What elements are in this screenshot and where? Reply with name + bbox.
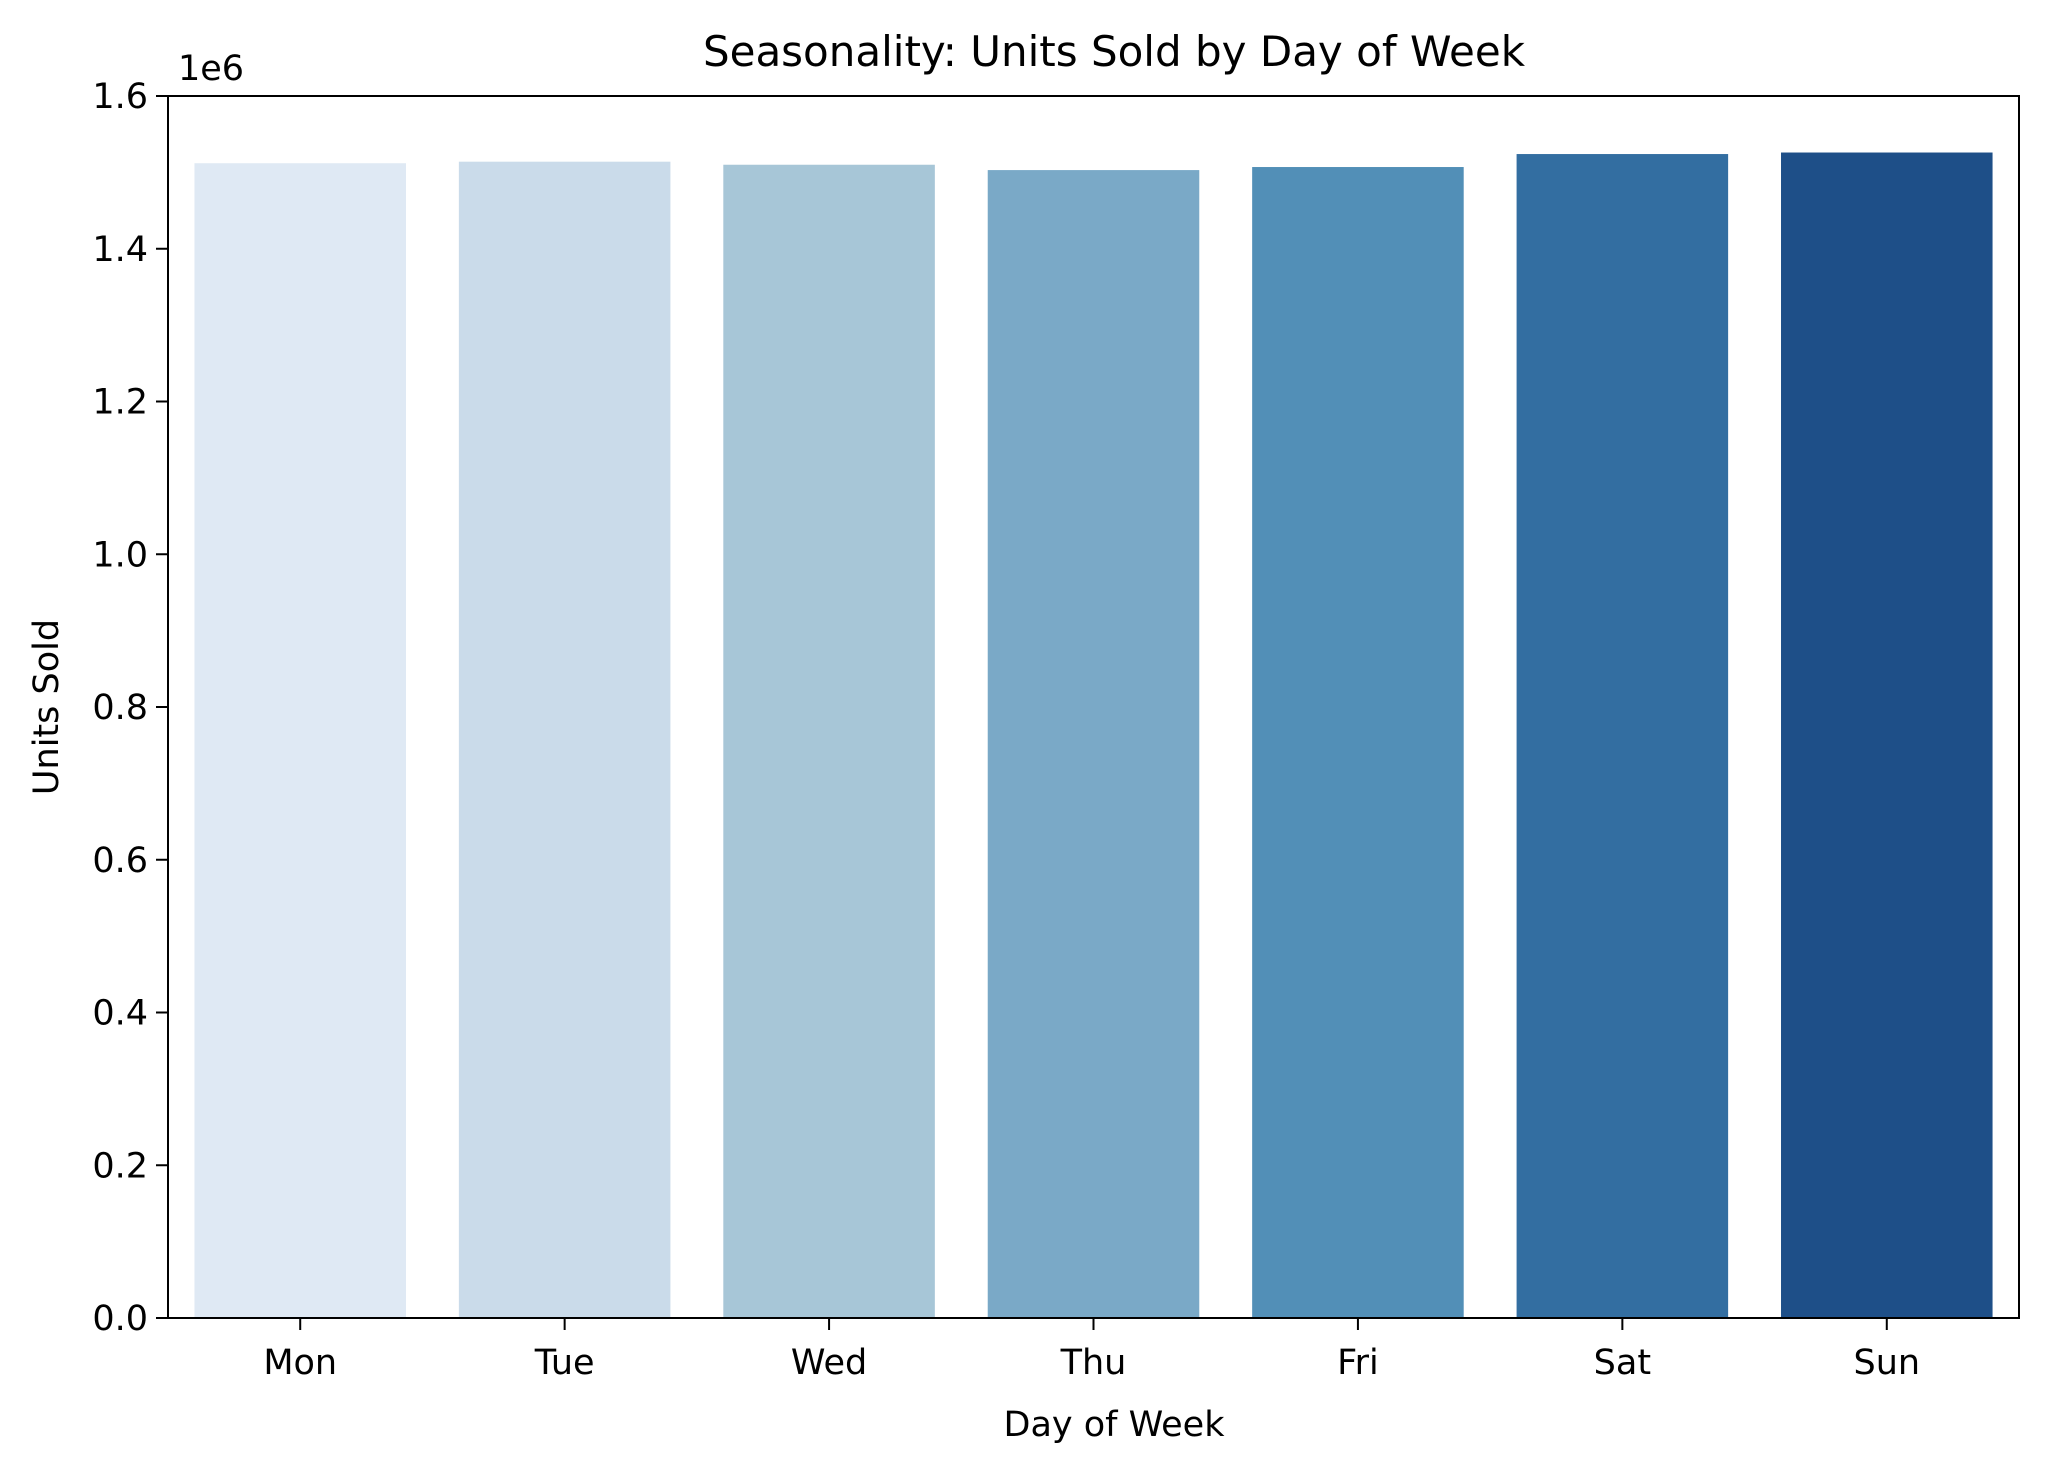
x-tick-label: Thu bbox=[1060, 1343, 1127, 1383]
x-tick-label: Sun bbox=[1853, 1343, 1920, 1383]
bar-mon bbox=[194, 163, 406, 1319]
plot-frame bbox=[167, 95, 2020, 1319]
y-axis-ticks: 0.0 0.2 0.4 0.6 0.8 1.0 1.2 1.4 1.6 bbox=[92, 77, 168, 1339]
chart-title: Seasonality: Units Sold by Day of Week bbox=[703, 27, 1526, 76]
y-axis-offset-label: 1e6 bbox=[178, 49, 244, 89]
x-axis-ticks: Mon Tue Wed Thu Fri Sat Sun bbox=[263, 1318, 1920, 1383]
x-tick-label: Tue bbox=[534, 1343, 595, 1383]
bars-group bbox=[194, 152, 1993, 1319]
x-tick-label: Fri bbox=[1337, 1343, 1379, 1383]
bar-thu bbox=[987, 170, 1200, 1319]
y-tick-label: 1.4 bbox=[92, 230, 148, 270]
y-tick-label: 0.8 bbox=[92, 688, 148, 728]
bar-tue bbox=[458, 161, 671, 1318]
bar-wed bbox=[723, 164, 935, 1318]
y-tick-label: 1.6 bbox=[92, 77, 148, 117]
y-tick-label: 0.2 bbox=[92, 1146, 148, 1186]
bar-fri bbox=[1252, 167, 1464, 1318]
x-tick-label: Sat bbox=[1594, 1343, 1651, 1383]
y-tick-label: 0.6 bbox=[92, 841, 148, 881]
bar-sun bbox=[1781, 152, 1993, 1319]
x-tick-label: Mon bbox=[263, 1343, 337, 1383]
y-tick-label: 0.4 bbox=[92, 994, 148, 1034]
y-tick-label: 0.0 bbox=[92, 1299, 148, 1339]
y-tick-label: 1.2 bbox=[92, 383, 148, 423]
y-tick-label: 1.0 bbox=[92, 535, 148, 575]
x-tick-label: Wed bbox=[791, 1343, 867, 1383]
x-axis-label: Day of Week bbox=[1004, 1405, 1226, 1445]
y-axis-label: Units Sold bbox=[27, 619, 67, 795]
bar-sat bbox=[1516, 154, 1729, 1318]
